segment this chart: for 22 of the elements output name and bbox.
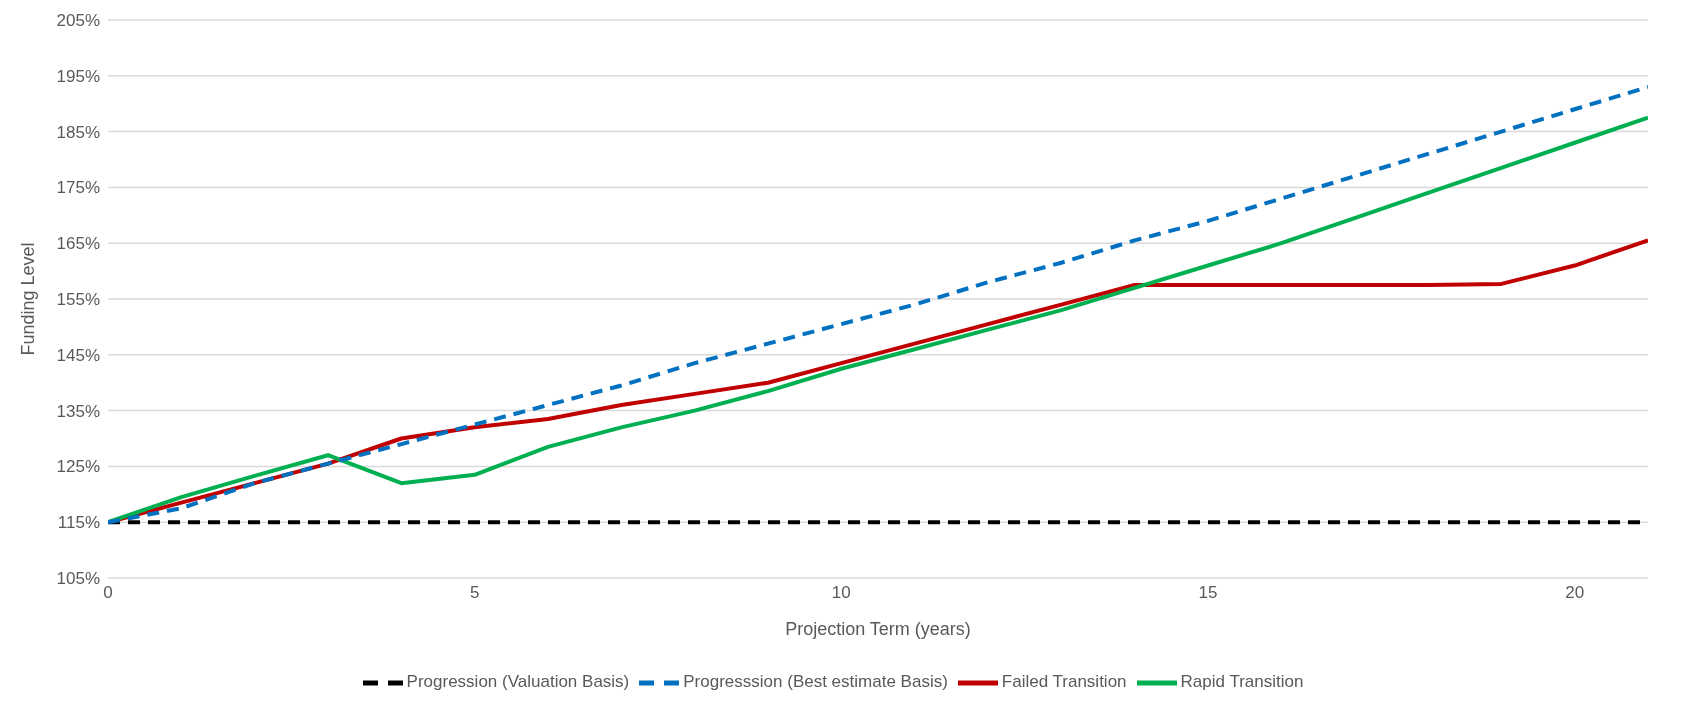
x-tick-label: 15 — [1198, 583, 1218, 603]
y-tick-label: 145% — [56, 345, 100, 365]
y-tick-label: 135% — [56, 401, 100, 421]
x-tick-label: 5 — [469, 583, 480, 603]
y-axis-title: Funding Level — [18, 242, 39, 356]
legend-label: Progresssion (Best estimate Basis) — [683, 672, 948, 692]
y-tick-label: 165% — [56, 234, 100, 254]
y-tick-label: 185% — [56, 122, 100, 142]
x-tick-label: 10 — [831, 583, 851, 603]
y-tick-label: 125% — [56, 457, 100, 477]
y-tick-label: 205% — [56, 11, 100, 31]
y-tick-label: 115% — [57, 513, 100, 533]
y-tick-label: 155% — [56, 290, 100, 310]
y-tick-label: 175% — [56, 178, 100, 198]
x-axis-title: Projection Term (years) — [785, 619, 971, 639]
x-tick-label: 0 — [103, 583, 113, 603]
legend-label: Failed Transition — [1001, 672, 1127, 692]
legend-label: Progression (Valuation Basis) — [406, 672, 630, 692]
y-tick-label: 105% — [56, 569, 100, 589]
legend-label: Rapid Transition — [1180, 672, 1304, 692]
y-tick-label: 195% — [56, 66, 100, 86]
x-tick-label: 20 — [1565, 583, 1585, 603]
